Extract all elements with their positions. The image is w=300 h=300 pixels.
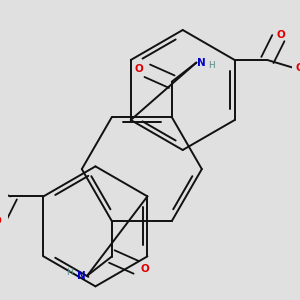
Text: O: O xyxy=(296,63,300,73)
Text: O: O xyxy=(140,264,149,274)
Text: O: O xyxy=(135,64,143,74)
Text: N: N xyxy=(197,58,206,68)
Text: O: O xyxy=(0,216,2,226)
Text: H: H xyxy=(208,61,215,70)
Text: O: O xyxy=(277,31,285,40)
Text: N: N xyxy=(77,271,86,281)
Text: H: H xyxy=(66,268,73,278)
